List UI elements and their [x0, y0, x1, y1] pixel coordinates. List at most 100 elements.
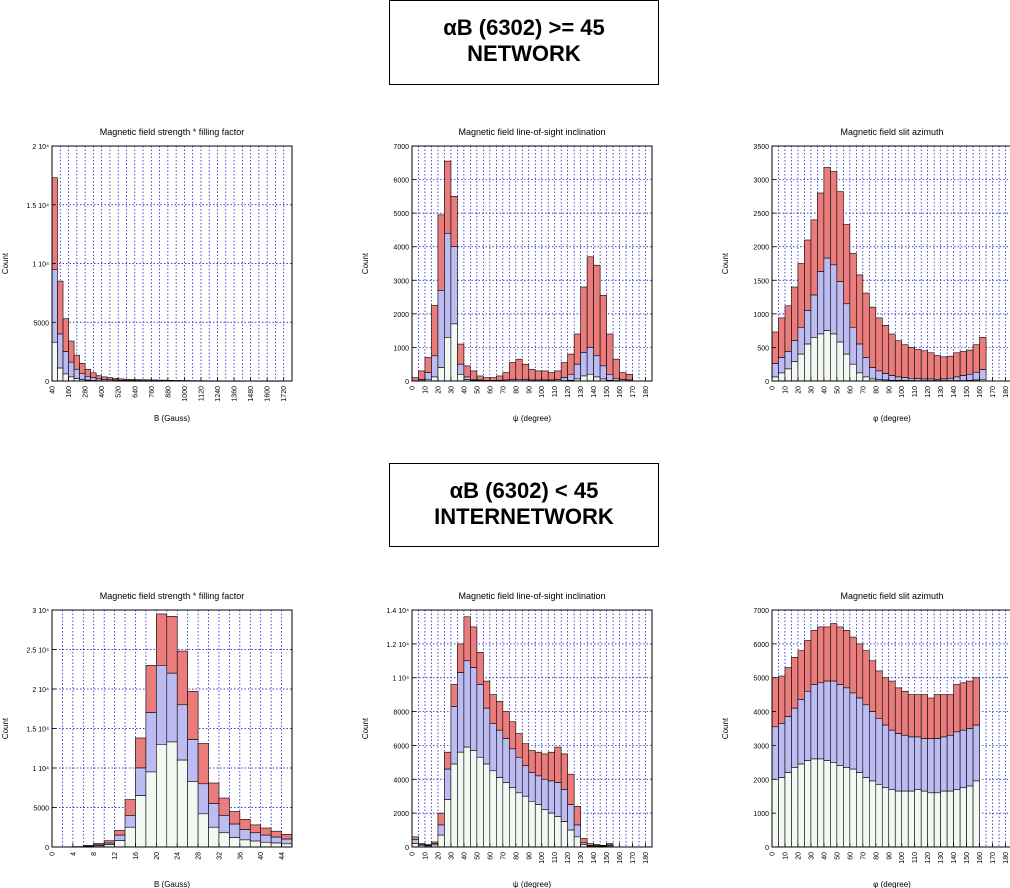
bar-segment-middle	[197, 783, 209, 815]
bar-segment-middle	[424, 372, 432, 380]
bar-segment-top	[73, 354, 80, 370]
x-tick-label: 120	[925, 386, 932, 398]
bar-segment-top	[457, 343, 465, 365]
bar-segment-top	[823, 626, 831, 682]
bar-segment-bottom	[823, 330, 831, 382]
x-tick-label: 0	[770, 852, 777, 856]
bar-segment-top	[586, 256, 594, 348]
bar-segment-top	[619, 372, 627, 380]
bar-segment-middle	[521, 765, 530, 797]
bar-segment-top	[483, 377, 491, 381]
bar-segment-top	[541, 370, 549, 381]
x-tick-label: 20	[795, 386, 802, 394]
bar-segment-bottom	[862, 777, 870, 848]
bar-segment-middle	[84, 376, 91, 381]
bar-segment-middle	[784, 351, 792, 370]
x-tick-label: 1720	[281, 386, 288, 402]
bar-segment-bottom	[218, 832, 230, 848]
y-tick-label: 2 10⁴	[32, 144, 49, 151]
bar-segment-top	[817, 626, 825, 684]
bar-segment-top	[856, 274, 864, 345]
bar-segment-bottom	[496, 777, 504, 848]
bar-segment-middle	[457, 363, 465, 375]
bar-segment-middle	[868, 711, 877, 782]
bar-segment-bottom	[933, 792, 941, 848]
bar-segment-middle	[57, 333, 64, 369]
bar-segment-bottom	[270, 842, 282, 848]
x-tick-label: 110	[552, 852, 559, 863]
x-tick-label: 880	[165, 386, 172, 398]
bar-segment-middle	[502, 738, 510, 783]
bar-segment-middle	[135, 767, 147, 796]
bar-segment-middle	[830, 264, 838, 335]
bar-segment-bottom	[444, 799, 452, 848]
bar-segment-bottom	[849, 768, 857, 848]
bar-segment-bottom	[791, 361, 799, 382]
y-tick-label: 7000	[753, 608, 769, 615]
y-tick-label: 6000	[753, 642, 769, 649]
bar-segment-top	[927, 352, 935, 380]
bar-segment-middle	[534, 775, 543, 805]
bar-segment-middle	[489, 723, 497, 772]
chart-title: Magnetic field line-of-sight inclination	[458, 127, 605, 137]
bar-segment-bottom	[778, 777, 786, 848]
bar-segment-top	[418, 370, 426, 380]
y-tick-label: 1500	[753, 278, 769, 285]
bar-segment-middle	[927, 738, 935, 794]
bar-segment-middle	[862, 704, 870, 778]
y-tick-label: 1.5 10⁴	[27, 203, 49, 210]
bar-segment-middle	[823, 257, 831, 331]
bar-segment-top	[875, 317, 883, 372]
bar-segment-middle	[771, 363, 779, 378]
bar-segment-bottom	[894, 790, 903, 848]
bar-segment-middle	[281, 838, 293, 845]
bar-segment-bottom	[907, 790, 916, 848]
bar-segment-top	[218, 797, 230, 816]
network-field-strength-histogram: Magnetic field strength * filling factor…	[1, 127, 293, 423]
bar-segment-middle	[791, 340, 799, 362]
bar-segment-top	[437, 214, 445, 291]
bar-segment-middle	[966, 373, 974, 381]
bar-segment-top	[114, 830, 126, 836]
x-tick-label: 0	[50, 852, 57, 856]
network-title-line1: αB (6302) >= 45	[443, 15, 605, 40]
x-tick-label: 140	[951, 852, 958, 864]
bar-segment-top	[888, 333, 896, 376]
x-tick-label: 150	[964, 852, 971, 864]
bar-segment-bottom	[208, 826, 220, 848]
bar-segment-middle	[836, 684, 844, 767]
bar-segment-top	[106, 377, 113, 381]
bar-segment-middle	[810, 294, 818, 338]
bar-segment-bottom	[450, 323, 458, 382]
bar-segment-bottom	[940, 790, 948, 848]
bar-segment-bottom	[489, 770, 497, 848]
x-tick-label: 520	[116, 386, 123, 398]
bar-segment-middle	[270, 836, 282, 844]
x-tick-label: 110	[552, 386, 559, 397]
x-tick-label: 170	[990, 852, 997, 864]
y-tick-label: 6000	[393, 178, 409, 185]
bar-segment-bottom	[856, 372, 864, 382]
bar-segment-middle	[933, 738, 941, 794]
bar-segment-middle	[124, 815, 136, 828]
bar-segment-middle	[593, 355, 601, 378]
bar-segment-bottom	[823, 760, 831, 848]
bar-segment-bottom	[114, 840, 126, 848]
bar-segment-middle	[560, 789, 568, 822]
bar-segment-top	[502, 711, 510, 739]
y-tick-label: 3000	[393, 278, 409, 285]
bar-segment-middle	[187, 739, 199, 782]
x-tick-label: 150	[604, 852, 611, 864]
bar-segment-top	[156, 613, 168, 666]
x-tick-label: 4	[70, 852, 77, 856]
x-tick-label: 60	[847, 852, 854, 860]
bar-segment-top	[907, 347, 916, 379]
bar-segment-bottom	[521, 795, 530, 848]
bar-segment-top	[784, 305, 792, 352]
bar-segment-top	[281, 834, 293, 840]
bar-segment-middle	[208, 803, 220, 828]
bar-segment-top	[953, 352, 961, 378]
bar-segment-middle	[470, 667, 478, 751]
x-tick-label: 130	[938, 386, 945, 398]
x-tick-label: 170	[630, 386, 637, 398]
